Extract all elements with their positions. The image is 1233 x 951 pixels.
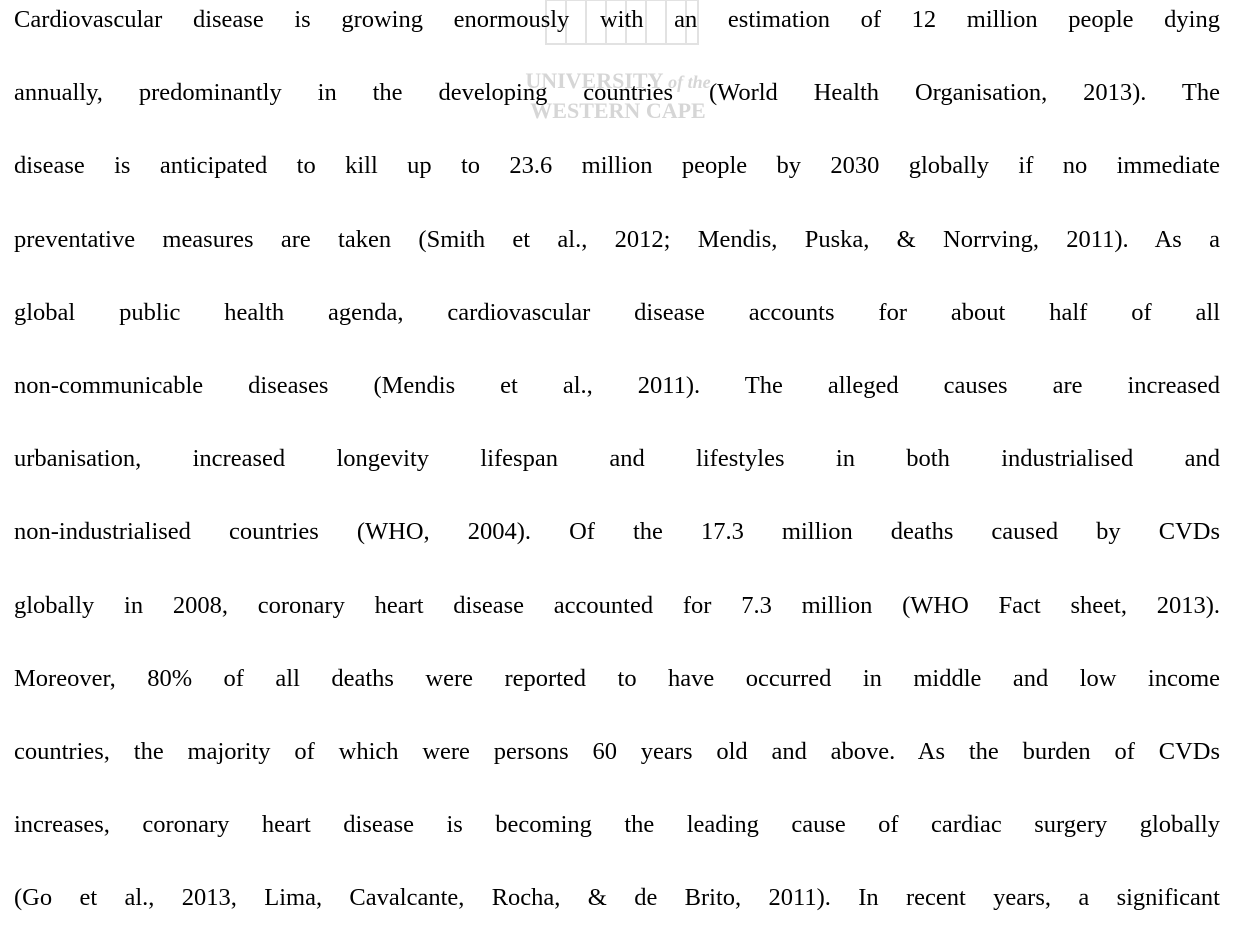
text-line: global public health agenda, cardiovascu… [14,298,1220,326]
text-line: preventative measures are taken (Smith e… [14,225,1220,253]
watermark: UNIVERSITY of the WESTERN CAPE [525,0,711,123]
text-line: globally in 2008, coronary heart disease… [14,591,1220,619]
page: UNIVERSITY of the WESTERN CAPE Cardiovas… [14,0,1220,912]
text-line: (Go et al., 2013, Lima, Cavalcante, Roch… [14,884,1220,912]
text-line: increases, coronary heart disease is bec… [14,811,1220,839]
watermark-logo [545,0,699,45]
text-line: non-industrialised countries (WHO, 2004)… [14,518,1220,546]
watermark-line1: UNIVERSITY of the [525,68,710,93]
text-line: urbanisation, increased longevity lifesp… [14,445,1220,473]
text-line: non-communicable diseases (Mendis et al.… [14,371,1220,399]
text-line: disease is anticipated to kill up to 23.… [14,152,1220,180]
text-line: Cardiovascular disease is growing enormo… [14,6,1220,33]
body-text: Cardiovascular disease is growing enormo… [14,0,1220,951]
text-line: countries, the majority of which were pe… [14,737,1220,765]
text-line: annually, predominantly in the developin… [14,79,1220,107]
watermark-line2: WESTERN CAPE [530,98,705,123]
text-line: Moreover, 80% of all deaths were reporte… [14,664,1220,692]
